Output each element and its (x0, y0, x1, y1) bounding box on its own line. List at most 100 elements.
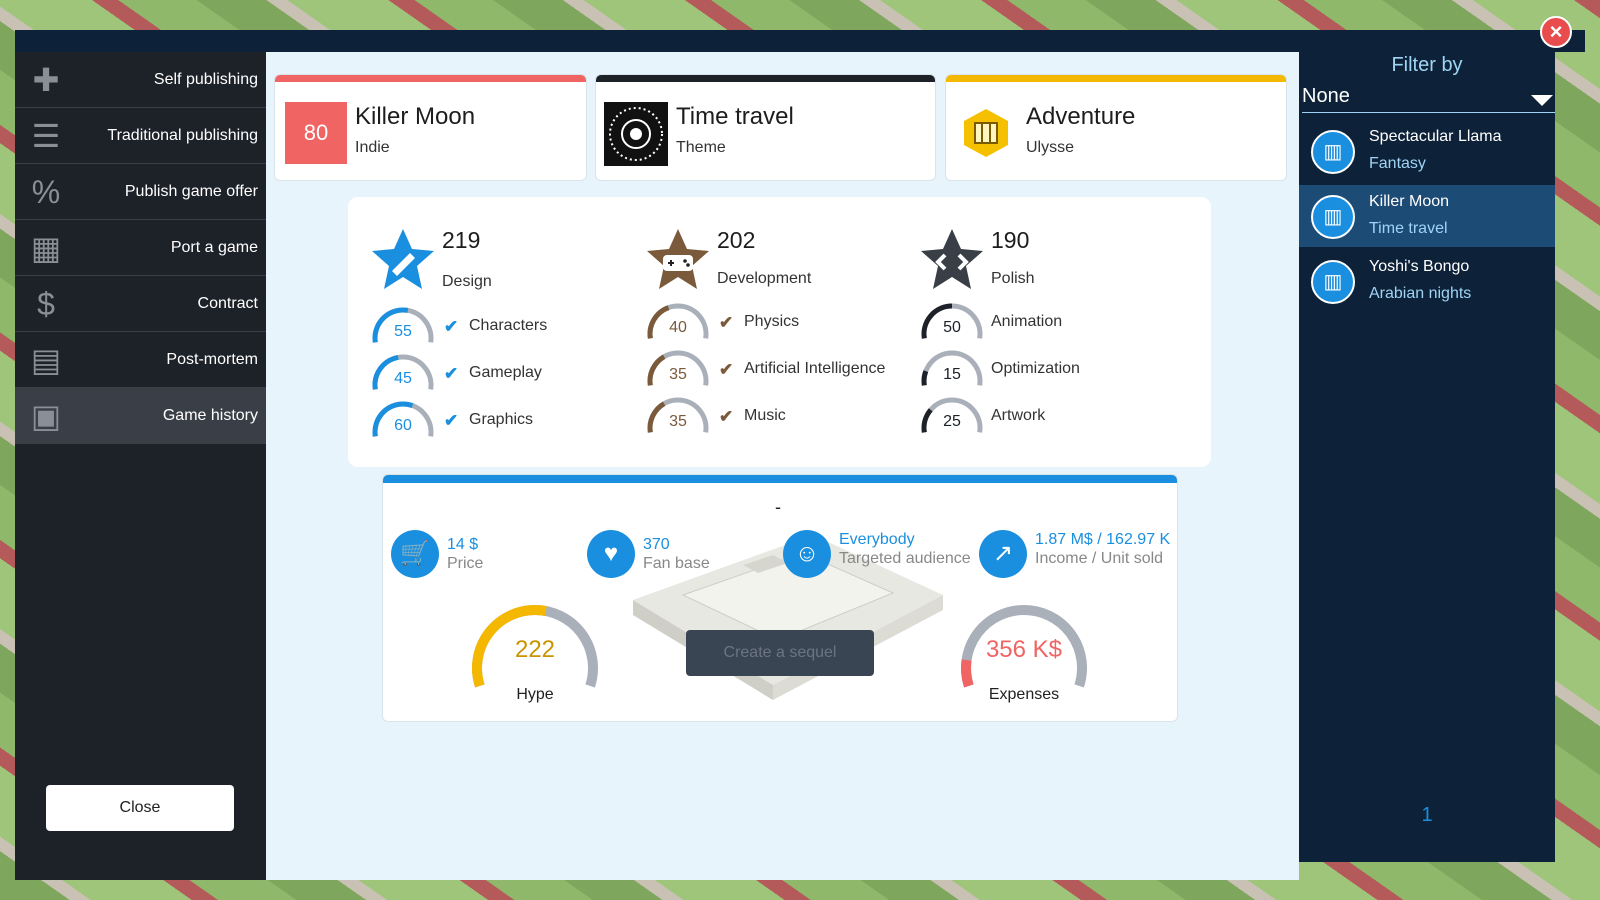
sidebar-item-post-mortem[interactable]: ▤ Post-mortem (15, 332, 266, 388)
stat-gauge (921, 350, 983, 386)
game-list-theme: Fantasy (1369, 155, 1426, 172)
check-icon: ✔ (719, 407, 734, 426)
clock-theme-icon (604, 102, 668, 166)
sidebar-item-label: Self publishing (153, 70, 258, 88)
sidebar-item-self-publishing[interactable]: ✚ Self publishing (15, 52, 266, 108)
fanbase-value: 370 (643, 536, 670, 553)
close-button[interactable]: Close (46, 785, 234, 831)
stat-artificial-intelligence: 35 ✔ Artificial Intelligence (645, 348, 895, 392)
game-card: 80 Killer Moon Indie (274, 74, 587, 181)
stat-label: Physics (744, 313, 800, 330)
filter-panel: Filter by None ▥ Spectacular Llama Fanta… (1299, 52, 1555, 862)
sidebar-item-publish-game-offer[interactable]: % Publish game offer (15, 164, 266, 220)
gauge-fill (372, 401, 414, 437)
gauge-fill (372, 307, 409, 343)
game-subtitle: Indie (355, 139, 390, 156)
dollar-hand-icon: $ (37, 286, 55, 322)
sidebar-item-contract[interactable]: $ Contract (15, 276, 266, 332)
stats-panel: 219 Design 55 ✔ Characters 45 ✔ Gameplay… (348, 197, 1211, 467)
polish-star-icon (921, 229, 983, 289)
game-list-item[interactable]: ▥ Killer Moon Time travel (1299, 185, 1555, 247)
sidebar-item-label: Contract (197, 294, 258, 312)
hype-gauge-arc (472, 605, 598, 688)
gauge-fill (647, 354, 666, 386)
design-value: 219 (442, 227, 481, 253)
page-number[interactable]: 1 (1421, 804, 1433, 826)
create-sequel-button[interactable]: Create a sequel (686, 630, 874, 676)
stat-label: Graphics (469, 411, 534, 428)
hype-value: 222 (514, 636, 556, 663)
game-list-theme: Time travel (1369, 220, 1448, 237)
sidebar-item-label: Game history (162, 406, 258, 424)
stat-gauge (921, 397, 983, 433)
audience-value: Everybody (839, 531, 915, 548)
game-score-badge: 80 (285, 102, 347, 164)
stat-gauge (647, 397, 709, 433)
stat-optimization: 15 Optimization (919, 348, 1169, 392)
genre-card: Adventure Ulysse (945, 74, 1287, 181)
map-icon: ▥ (1311, 130, 1355, 174)
clipboard-icon: ▤ (30, 342, 62, 378)
game-list-item[interactable]: ▥ Spectacular Llama Fantasy (1299, 120, 1555, 182)
stat-animation: 50 Animation (919, 301, 1169, 345)
stat-gauge (372, 307, 434, 343)
gauge-fill (921, 370, 929, 386)
game-title: Killer Moon (355, 103, 476, 130)
filter-dropdown[interactable]: None (1302, 85, 1555, 113)
game-list-name: Killer Moon (1369, 193, 1450, 210)
game-list-item[interactable]: ▥ Yoshi's Bongo Arabian nights (1299, 250, 1555, 312)
devices-icon: ▦ (30, 230, 62, 266)
stat-characters: 55 ✔ Characters (370, 305, 620, 349)
stat-graphics: 60 ✔ Graphics (370, 399, 620, 443)
gauge-fill (921, 303, 953, 339)
chevron-down-icon (1531, 95, 1553, 106)
stat-artwork: 25 Artwork (919, 395, 1169, 439)
stat-gameplay: 45 ✔ Gameplay (370, 352, 620, 396)
expenses-value: 356 K$ (985, 636, 1063, 663)
hype-gauge: 222 Hype (465, 600, 605, 703)
stat-value: 40 (669, 319, 687, 336)
polish-value: 190 (991, 227, 1030, 253)
game-list-name: Spectacular Llama (1369, 128, 1502, 145)
development-value: 202 (717, 227, 756, 253)
filter-selected: None (1302, 85, 1350, 107)
stat-value: 15 (943, 366, 961, 383)
monitor-icon: ▣ (30, 398, 62, 434)
filter-title: Filter by (1391, 54, 1463, 76)
stat-label: Artwork (991, 407, 1046, 424)
expenses-label: Expenses (988, 686, 1060, 703)
fan-heart-icon: ♥ (587, 530, 635, 578)
cart-icon: 🛒 (391, 530, 439, 578)
check-icon: ✔ (444, 364, 459, 383)
game-list-name: Yoshi's Bongo (1369, 258, 1470, 275)
theme-title: Time travel (676, 103, 794, 130)
stat-value: 55 (394, 323, 412, 340)
percent-bubble-icon: % (31, 174, 61, 210)
map-icon: ▥ (1311, 260, 1355, 304)
price-value: 14 $ (447, 536, 479, 553)
stat-gauge (372, 401, 434, 437)
income-label: Income / Unit sold (1035, 550, 1164, 567)
sidebar-item-game-history[interactable]: ▣ Game history (15, 388, 266, 444)
stat-value: 60 (394, 417, 412, 434)
chart-growth-icon: ↗ (979, 530, 1027, 578)
gauge-fill (921, 408, 933, 433)
audience-label: Targeted audience (839, 550, 971, 567)
income-value: 1.87 M$ / 162.97 K (1035, 531, 1171, 548)
close-window-icon[interactable]: × (1540, 16, 1572, 48)
stat-label: Music (744, 407, 786, 424)
polish-label: Polish (991, 270, 1035, 287)
sidebar: ✚ Self publishing ☰ Traditional publishi… (15, 52, 266, 880)
sidebar-item-label: Port a game (170, 238, 258, 256)
stat-physics: 40 ✔ Physics (645, 301, 895, 345)
gauge-fill (372, 354, 399, 390)
sidebar-item-port-a-game[interactable]: ▦ Port a game (15, 220, 266, 276)
gauge-track (961, 605, 1087, 688)
stat-gauge (372, 354, 434, 390)
theme-subtitle: Theme (676, 139, 726, 156)
price-label: Price (447, 555, 484, 572)
audience-user-icon: ☺ (783, 530, 831, 578)
sidebar-item-traditional-publishing[interactable]: ☰ Traditional publishing (15, 108, 266, 164)
development-star-icon (647, 229, 709, 289)
stat-gauge (647, 350, 709, 386)
